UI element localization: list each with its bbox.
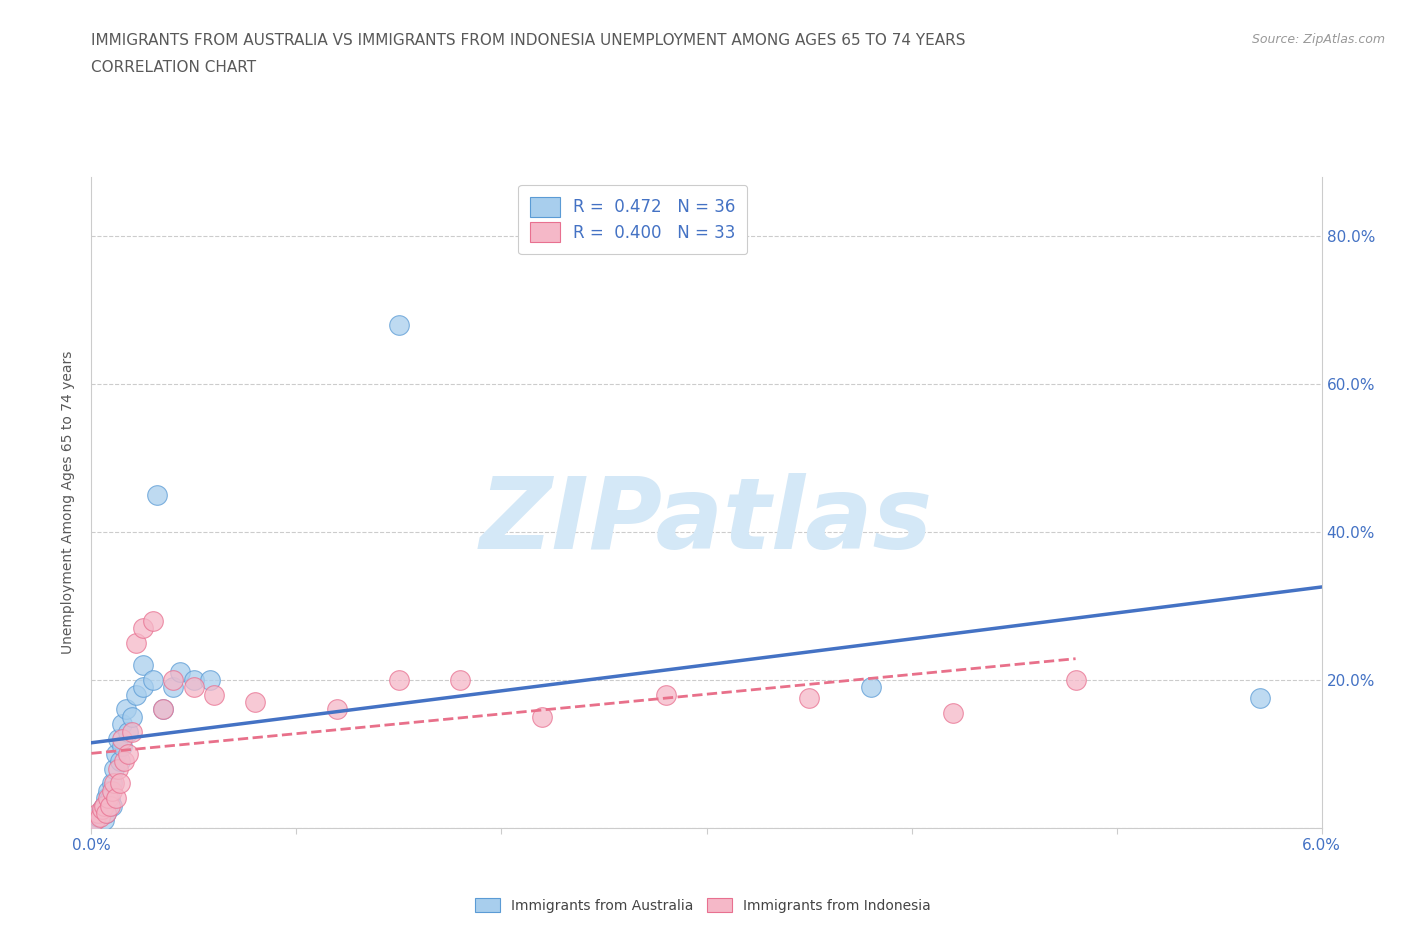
Point [107,732,129,747]
Point [101,783,124,798]
Point [131,658,153,672]
Point [131,620,153,635]
Point [94,805,117,820]
Point [97,790,120,805]
Point [531,710,554,724]
Point [654,687,676,702]
Point [86,805,108,820]
Point [117,746,139,761]
Text: ZIPatlas: ZIPatlas [479,473,934,570]
Point [152,702,174,717]
Point [84,813,107,828]
Point [1249,691,1271,706]
Point [117,724,139,739]
Point [101,776,124,790]
Text: CORRELATION CHART: CORRELATION CHART [91,60,256,75]
Point [103,776,125,790]
Y-axis label: Unemployment Among Ages 65 to 74 years: Unemployment Among Ages 65 to 74 years [62,351,76,654]
Point [449,672,471,687]
Legend: R =  0.472   N = 36, R =  0.400   N = 33: R = 0.472 N = 36, R = 0.400 N = 33 [519,185,747,254]
Point [90,802,112,817]
Point [146,487,169,502]
Point [105,790,127,805]
Point [98,790,121,805]
Point [121,724,143,739]
Point [111,738,134,753]
Point [162,672,184,687]
Point [388,317,411,332]
Point [942,706,965,721]
Point [245,695,267,710]
Point [162,680,184,695]
Point [183,680,205,695]
Point [84,813,107,828]
Point [859,680,882,695]
Point [108,753,131,768]
Point [111,717,134,732]
Point [112,753,135,768]
Point [1064,672,1087,687]
Text: Source: ZipAtlas.com: Source: ZipAtlas.com [1251,33,1385,46]
Point [107,761,129,776]
Point [89,805,111,820]
Point [94,790,117,805]
Point [125,687,148,702]
Point [152,702,174,717]
Point [388,672,411,687]
Point [89,809,111,824]
Point [105,746,127,761]
Point [142,672,165,687]
Point [97,798,120,813]
Point [98,798,121,813]
Point [142,613,165,628]
Point [200,672,222,687]
Point [90,805,112,820]
Point [169,665,191,680]
Point [93,813,115,828]
Legend: Immigrants from Australia, Immigrants from Indonesia: Immigrants from Australia, Immigrants fr… [470,893,936,919]
Point [326,702,349,717]
Point [183,672,205,687]
Point [202,687,225,702]
Point [108,776,131,790]
Point [86,809,108,824]
Point [94,805,117,820]
Point [93,798,115,813]
Point [103,761,125,776]
Point [111,732,134,747]
Point [131,680,153,695]
Point [121,710,143,724]
Point [93,798,115,813]
Point [797,691,820,706]
Point [90,802,112,817]
Text: IMMIGRANTS FROM AUSTRALIA VS IMMIGRANTS FROM INDONESIA UNEMPLOYMENT AMONG AGES 6: IMMIGRANTS FROM AUSTRALIA VS IMMIGRANTS … [91,33,966,47]
Point [115,702,138,717]
Point [97,783,120,798]
Point [125,635,148,650]
Point [101,798,124,813]
